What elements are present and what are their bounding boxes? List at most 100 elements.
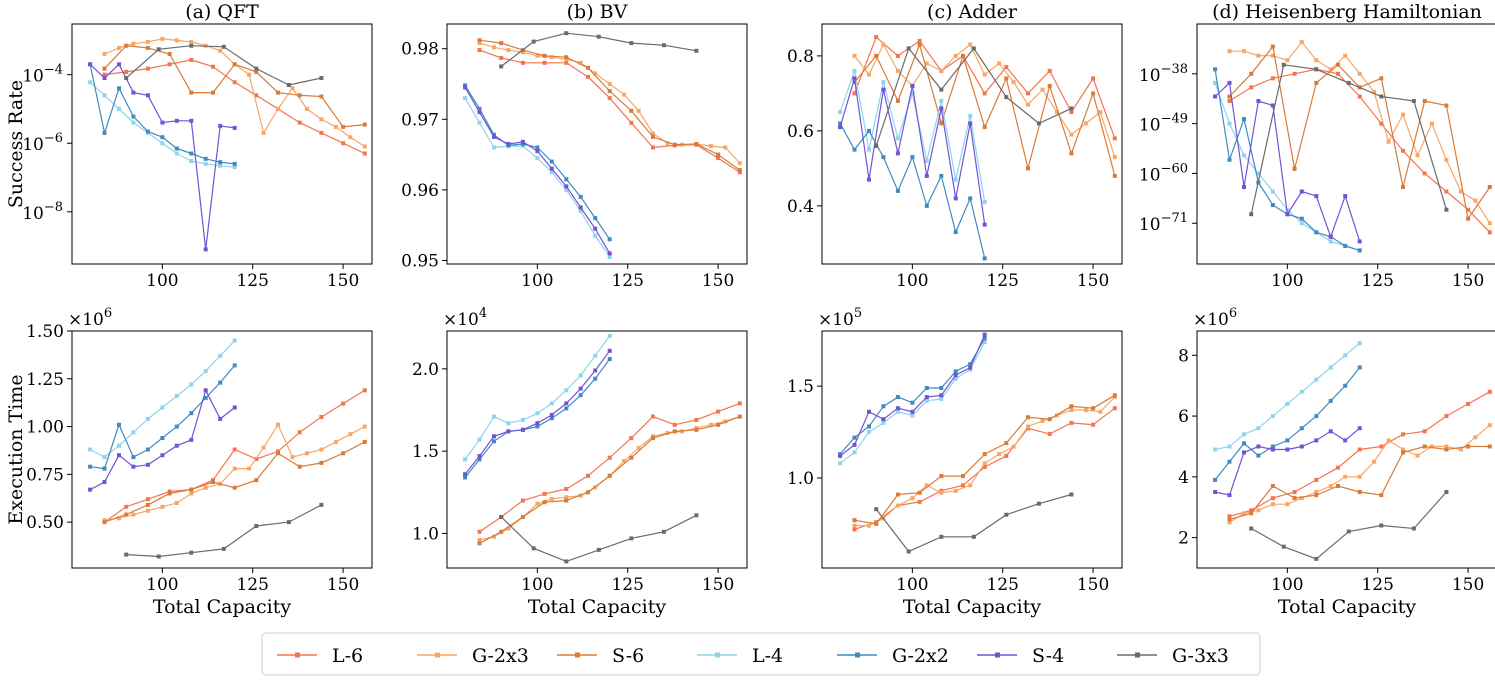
data-point-G-3x3-4 <box>1004 512 1009 517</box>
data-point-L-4-5 <box>160 141 165 146</box>
data-point-S-6-1 <box>499 41 504 46</box>
y-tick-label-base: 10 <box>22 204 44 224</box>
x-axis-label: Total Capacity <box>903 596 1041 618</box>
y-tick-label: 10−38 <box>1139 62 1188 86</box>
data-point-L-6-3 <box>1292 71 1297 76</box>
data-point-G-2x2-1 <box>477 457 482 462</box>
y-tick-label-base: 10 <box>22 67 44 87</box>
data-point-S-6-12 <box>1112 393 1117 398</box>
series-line-G-3x3 <box>875 493 1072 553</box>
data-point-L-6-10 <box>1444 189 1449 194</box>
data-point-G-2x2-3 <box>881 404 886 409</box>
series-S-4 <box>838 332 987 458</box>
data-point-G-2x2-9 <box>218 160 223 165</box>
data-point-S-6-10 <box>1444 447 1449 452</box>
data-point-S-6-10 <box>694 142 699 146</box>
series-line-G-2x3 <box>479 416 740 541</box>
data-point-L-6-7 <box>629 436 634 440</box>
legend-item-G-2x2: G-2x2 <box>837 645 949 667</box>
data-point-L-6-12 <box>1487 389 1492 394</box>
data-point-S-6-1 <box>874 521 879 526</box>
data-point-S-4-10 <box>232 125 237 130</box>
data-point-G-2x3-11 <box>1386 139 1391 144</box>
data-point-L-4-1 <box>477 437 482 442</box>
data-point-L-4-9 <box>1343 353 1348 358</box>
data-point-S-6-5 <box>211 90 215 95</box>
chart-panel-3: 100 125 150 0.4 0.6 0.8 (c) Adder <box>787 1 1123 291</box>
data-point-L-4-0 <box>1213 447 1218 452</box>
data-point-G-2x3-6 <box>564 57 569 62</box>
data-point-G-2x3-17 <box>1473 435 1478 440</box>
data-point-L-4-2 <box>492 414 496 419</box>
data-point-S-6-8 <box>1401 185 1405 189</box>
data-point-L-6-6 <box>607 96 612 101</box>
data-point-S-6-3 <box>917 42 922 47</box>
data-point-G-3x3-2 <box>939 534 944 539</box>
y-tick-label: 1.5 <box>412 442 439 462</box>
x-tick-label: 100 <box>521 575 553 595</box>
data-point-G-2x2-5 <box>910 155 915 160</box>
data-point-G-3x3-6 <box>319 502 324 507</box>
data-point-L-6-11 <box>1091 76 1096 81</box>
data-point-G-2x3-11 <box>261 130 266 135</box>
data-point-G-3x3-5 <box>286 83 291 87</box>
series-line-G-3x3 <box>1250 491 1447 560</box>
data-point-G-2x3-12 <box>1026 102 1030 107</box>
data-point-S-6-6 <box>607 89 612 94</box>
data-point-G-2x3-16 <box>708 144 713 149</box>
data-point-S-6-5 <box>961 474 965 479</box>
data-point-S-6-5 <box>586 65 590 70</box>
data-point-S-6-6 <box>1357 490 1362 494</box>
data-point-S-6-12 <box>1112 173 1117 178</box>
data-point-G-2x2-6 <box>1299 426 1304 431</box>
data-point-S-6-7 <box>1379 493 1384 498</box>
data-point-G-2x2-5 <box>1285 438 1290 443</box>
y-tick-label-base: 10 <box>1139 215 1161 235</box>
data-point-G-2x2-10 <box>982 336 987 341</box>
series-line-G-2x3 <box>479 42 741 164</box>
data-point-G-2x2-0 <box>1213 477 1218 482</box>
legend-label: S-4 <box>1032 645 1064 667</box>
series-line-G-2x2 <box>89 64 235 165</box>
data-point-G-2x3-7 <box>203 485 208 490</box>
data-point-G-2x3-16 <box>333 124 338 129</box>
data-point-G-2x2-7 <box>939 173 944 178</box>
series-line-L-4 <box>1214 82 1360 251</box>
data-point-S-4-9 <box>1343 194 1348 199</box>
data-point-G-3x3-6 <box>694 513 699 518</box>
data-point-L-6-10 <box>1069 420 1074 425</box>
data-point-S-4-7 <box>1314 194 1319 199</box>
x-tick-label: 150 <box>1452 575 1484 595</box>
data-point-G-2x3-0 <box>102 52 107 56</box>
data-point-S-4-9 <box>968 365 973 370</box>
x-tick-label: 100 <box>146 575 178 595</box>
data-point-L-4-0 <box>838 110 843 115</box>
data-point-G-2x2-8 <box>203 395 208 400</box>
data-point-G-2x2-10 <box>1357 365 1362 370</box>
y-tick-label: 0.8 <box>787 47 814 67</box>
data-point-G-2x3-16 <box>708 422 713 427</box>
data-point-G-2x3-18 <box>362 424 367 429</box>
legend-swatch-marker <box>295 652 300 658</box>
data-point-G-2x2-9 <box>593 216 598 221</box>
data-point-S-4-5 <box>535 421 540 426</box>
series-S-6 <box>477 38 742 173</box>
data-point-L-6-11 <box>341 401 346 406</box>
data-point-S-6-8 <box>276 90 280 95</box>
legend-label: G-3x3 <box>1172 645 1229 667</box>
data-point-G-2x3-11 <box>636 445 641 450</box>
data-point-G-2x2-5 <box>160 436 165 440</box>
data-point-S-4-7 <box>1314 438 1319 443</box>
y-tick-label: 10−4 <box>22 63 63 87</box>
data-point-L-4-9 <box>218 353 223 358</box>
legend-label: G-2x2 <box>892 645 949 667</box>
data-point-L-6-10 <box>694 417 699 422</box>
data-point-S-4-5 <box>910 409 915 414</box>
data-point-L-4-3 <box>131 430 136 435</box>
legend-swatch-marker <box>855 652 860 658</box>
data-point-S-6-9 <box>297 464 302 469</box>
data-point-G-3x3-5 <box>286 520 291 525</box>
legend-swatch-marker <box>995 652 1000 658</box>
y-tick-label: 1.0 <box>787 469 814 489</box>
